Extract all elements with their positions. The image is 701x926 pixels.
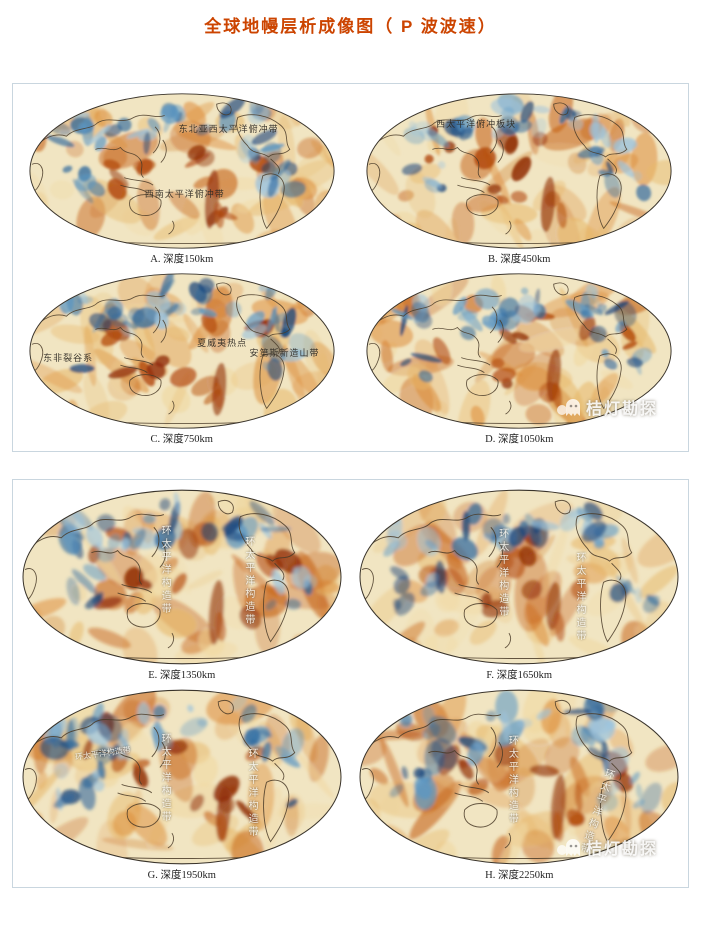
map-cell-E: 环太平洋构造带 环太平洋构造带 E. 深度1350km [13, 487, 351, 682]
map-annotation: 安第斯新造山带 [249, 347, 320, 358]
map-cell-F: 环太平洋构造带 环太平洋构造带 F. 深度1650km [351, 487, 689, 682]
map-annotation: 东非裂谷系 [43, 352, 94, 363]
world-map-D [365, 271, 673, 431]
map-caption: C. 深度750km [150, 433, 213, 445]
map-caption: G. 深度1950km [147, 869, 216, 881]
world-map-E: 环太平洋构造带 环太平洋构造带 [21, 487, 343, 667]
map-caption: F. 深度1650km [486, 670, 553, 681]
world-map-B: 西太平洋俯冲板块 [365, 91, 673, 251]
world-map-C: 东非裂谷系 夏威夷热点 安第斯新造山带 [28, 271, 336, 431]
map-caption: D. 深度1050km [485, 433, 554, 445]
map-caption: A. 深度150km [150, 254, 214, 265]
map-annotation: 环太平洋构造带 [242, 535, 254, 627]
map-cell-C: 东非裂谷系 夏威夷热点 安第斯新造山带 C. 深度750km [13, 271, 351, 446]
map-cell-A: 东北亚西太平洋俯冲带 西南太平洋俯冲带 A. 深度150km [13, 91, 351, 266]
map-cell-D: D. 深度1050km [351, 271, 689, 446]
map-annotation: 环太平洋构造带 [496, 528, 508, 620]
map-caption: E. 深度1350km [148, 670, 216, 681]
map-cell-B: 西太平洋俯冲板块 B. 深度450km [351, 91, 689, 266]
map-annotation: 环太平洋构造带 [159, 524, 171, 616]
map-annotation: 东北亚西太平洋俯冲带 [178, 123, 279, 134]
figure-panel-lower: 环太平洋构造带 环太平洋构造带 E. 深度1350km 环太平洋构造带 环太平洋… [12, 479, 689, 888]
map-annotation: 环太平洋构造带 [573, 551, 585, 643]
world-map-G: 环太平洋构造带 环太平洋构造带 环太平洋构造带 [21, 687, 343, 867]
page-title: 全球地幔层析成像图（ P 波波速） [204, 17, 497, 36]
map-cell-H: 环太平洋构造带 环太平洋构造带 H. 深度2250km [351, 687, 689, 882]
map-annotation: 西南太平洋俯冲带 [144, 189, 225, 200]
map-annotation: 环太平洋构造带 [506, 735, 518, 827]
map-annotation: 环太平洋构造带 [159, 733, 171, 825]
map-annotation: 夏威夷热点 [197, 338, 248, 349]
world-map-H: 环太平洋构造带 环太平洋构造带 [358, 687, 680, 867]
world-map-A: 东北亚西太平洋俯冲带 西南太平洋俯冲带 [28, 91, 336, 251]
map-caption: B. 深度450km [488, 254, 551, 265]
map-caption: H. 深度2250km [485, 869, 554, 881]
world-map-F: 环太平洋构造带 环太平洋构造带 [358, 487, 680, 667]
map-annotation: 西太平洋俯冲板块 [436, 118, 517, 129]
map-cell-G: 环太平洋构造带 环太平洋构造带 环太平洋构造带 G. 深度1950km [13, 687, 351, 882]
map-annotation: 环太平洋构造带 [246, 747, 258, 839]
figure-panel-upper: 东北亚西太平洋俯冲带 西南太平洋俯冲带 A. 深度150km 西太平洋俯冲板块 … [12, 83, 689, 452]
